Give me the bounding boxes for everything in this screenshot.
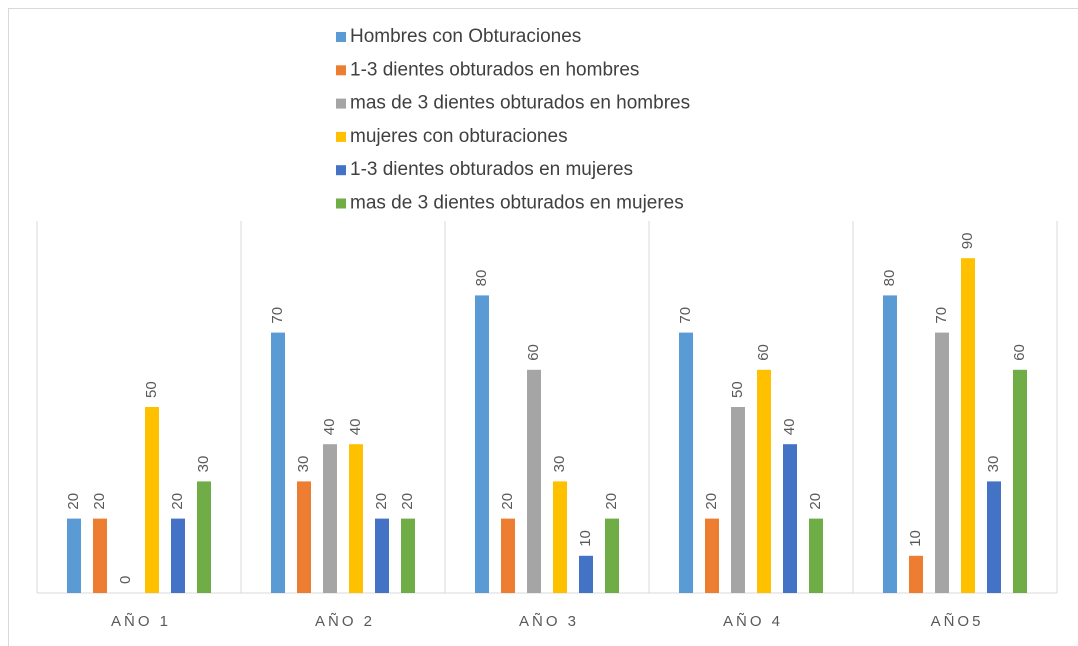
- bar: [757, 369, 771, 593]
- data-label: 80: [473, 270, 490, 287]
- bar: [501, 518, 515, 593]
- data-label: 30: [985, 456, 1002, 473]
- data-label: 60: [525, 344, 542, 361]
- legend-swatch: [336, 32, 346, 42]
- data-label: 70: [933, 307, 950, 324]
- bar: [553, 481, 567, 593]
- data-label: 60: [755, 344, 772, 361]
- bar: [705, 518, 719, 593]
- bar: [171, 518, 185, 593]
- bar: [961, 258, 975, 593]
- legend-label: mas de 3 dientes obturados en hombres: [350, 93, 690, 114]
- data-label: 20: [703, 493, 720, 510]
- bar: [579, 555, 593, 593]
- bar: [93, 518, 107, 593]
- data-label: 20: [399, 493, 416, 510]
- bar: [1013, 369, 1027, 593]
- bar: [475, 295, 489, 593]
- bar: [375, 518, 389, 593]
- bar: [527, 369, 541, 593]
- legend-label: mujeres con obturaciones: [350, 126, 568, 147]
- legend-label: Hombres con Obturaciones: [350, 26, 581, 47]
- legend-swatch: [336, 198, 346, 209]
- bar: [605, 518, 619, 593]
- data-label: 40: [347, 419, 364, 436]
- bar: [271, 332, 285, 593]
- x-tick-label: AÑO 2: [315, 613, 375, 630]
- bar: [731, 407, 745, 593]
- data-label: 20: [603, 493, 620, 510]
- bar: [197, 481, 211, 593]
- data-label: 10: [907, 530, 924, 547]
- data-label: 0: [117, 576, 134, 584]
- x-tick-label: AÑO5: [931, 613, 984, 630]
- data-label: 40: [781, 419, 798, 436]
- data-label: 20: [169, 493, 186, 510]
- legend-label: mas de 3 dientes obturados en mujeres: [350, 193, 684, 214]
- data-label: 80: [881, 270, 898, 287]
- bar: [909, 555, 923, 593]
- legend-swatch: [336, 65, 346, 76]
- legend-swatch: [336, 131, 346, 142]
- data-label: 20: [807, 493, 824, 510]
- bar: [349, 444, 363, 593]
- data-label: 10: [577, 530, 594, 547]
- data-label: 60: [1011, 344, 1028, 361]
- data-label: 20: [65, 493, 82, 510]
- legend-label: 1-3 dientes obturados en mujeres: [350, 159, 633, 180]
- data-label: 40: [321, 419, 338, 436]
- data-label: 20: [499, 493, 516, 510]
- bar: [679, 332, 693, 593]
- data-label: 30: [195, 456, 212, 473]
- chart-frame: [8, 8, 1078, 646]
- data-label: 50: [729, 381, 746, 398]
- bar: [323, 444, 337, 593]
- data-label: 30: [295, 456, 312, 473]
- bar: [783, 444, 797, 593]
- bar: [67, 518, 81, 593]
- x-tick-label: AÑO 1: [111, 613, 171, 630]
- bar: [883, 295, 897, 593]
- data-label: 70: [677, 307, 694, 324]
- data-label: 30: [551, 456, 568, 473]
- bar: [809, 518, 823, 593]
- data-label: 20: [373, 493, 390, 510]
- data-label: 50: [143, 381, 160, 398]
- legend-swatch: [336, 165, 346, 176]
- bar: [145, 407, 159, 593]
- legend-swatch: [336, 98, 346, 109]
- data-label: 90: [959, 233, 976, 250]
- bar: [297, 481, 311, 593]
- bar: [401, 518, 415, 593]
- data-label: 20: [91, 493, 108, 510]
- bar: [987, 481, 1001, 593]
- x-tick-label: AÑO 3: [519, 613, 579, 630]
- data-label: 70: [269, 307, 286, 324]
- legend-label: 1-3 dientes obturados en hombres: [350, 59, 639, 80]
- x-tick-label: AÑO 4: [723, 613, 783, 630]
- bar: [935, 332, 949, 593]
